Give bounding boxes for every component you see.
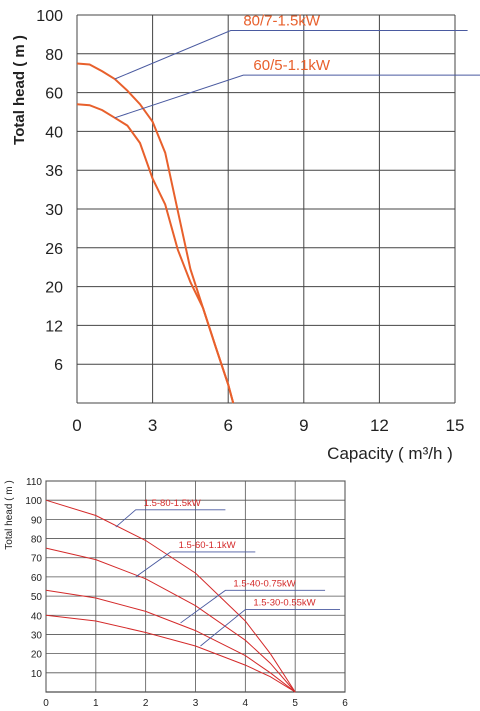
top-y-tick-label: 80: [45, 47, 63, 64]
bottom-chart: 110 100 90 80 70 60 50 40 30 20 10 0 1 2 3 4 5 6 1.5-80-…: [4, 477, 348, 709]
bottom-y-tick-label: 30: [31, 630, 43, 641]
top-callout-leader: [114, 74, 480, 119]
bottom-x-tick-label: 6: [342, 698, 348, 709]
top-series-line: [76, 103, 235, 404]
bottom-y-tick-label: 70: [31, 554, 43, 565]
top-x-tick-label: 6: [223, 416, 232, 435]
top-x-axis-label: Capacity ( m³/h ): [327, 444, 453, 463]
bottom-y-tick-label: 60: [31, 573, 43, 584]
bottom-callout-leader: [200, 609, 341, 647]
top-chart-x-ticks: 0 3 6 9 12 15: [72, 416, 464, 435]
bottom-chart-series: [45, 499, 296, 693]
bottom-y-axis-label: Total head ( m ): [4, 480, 15, 549]
top-chart-callouts: 80/7-1.5kW 60/5-1.1kW: [114, 13, 480, 119]
bottom-series-label: 1.5-40-0.75kW: [233, 578, 295, 589]
bottom-chart-grid: [45, 480, 346, 693]
top-y-tick-label: 30: [45, 202, 63, 219]
top-y-axis-label: Total head ( m ): [11, 35, 28, 145]
top-y-tick-label: 60: [45, 86, 63, 103]
top-chart-series: [76, 62, 235, 404]
bottom-chart-y-ticks: 110 100 90 80 70 60 50 40 30 20 10: [25, 477, 42, 680]
top-chart-grid: [76, 14, 456, 404]
bottom-series-label: 1.5-60-1.1kW: [179, 540, 236, 551]
bottom-x-tick-label: 4: [243, 698, 249, 709]
bottom-y-tick-label: 50: [31, 592, 43, 603]
bottom-series-label: 1.5-30-0.55kW: [253, 598, 315, 609]
bottom-y-tick-label: 20: [31, 650, 43, 661]
bottom-y-tick-label: 110: [26, 477, 42, 488]
top-series-line: [76, 62, 235, 404]
bottom-callout-leader: [115, 509, 226, 528]
top-callout-leader: [114, 30, 468, 80]
top-y-tick-label: 100: [36, 8, 63, 25]
bottom-series-line: [45, 614, 296, 693]
top-y-tick-label: 40: [45, 124, 63, 141]
top-x-tick-label: 15: [446, 416, 465, 435]
bottom-y-tick-label: 80: [31, 535, 43, 546]
top-y-tick-label: 6: [54, 357, 63, 374]
top-series-label: 80/7-1.5kW: [243, 13, 321, 30]
bottom-y-tick-label: 100: [25, 496, 42, 507]
bottom-x-tick-label: 1: [93, 698, 99, 709]
bottom-y-tick-label: 90: [31, 515, 43, 526]
top-y-tick-label: 36: [45, 163, 63, 180]
top-y-tick-label: 20: [45, 280, 63, 297]
bottom-callout-leader: [135, 551, 256, 578]
top-x-tick-label: 12: [370, 416, 389, 435]
top-chart-y-ticks: 100 80 60 40 36 30 26 20 12 6: [36, 8, 63, 374]
bottom-x-tick-label: 5: [292, 698, 298, 709]
top-series-label: 60/5-1.1kW: [253, 57, 331, 74]
bottom-chart-x-ticks: 0 1 2 3 4 5 6: [43, 698, 348, 709]
top-y-tick-label: 12: [45, 318, 63, 335]
bottom-callout-leader: [180, 589, 326, 624]
bottom-series-line: [45, 589, 296, 693]
bottom-series-line: [45, 547, 296, 693]
top-x-tick-label: 9: [299, 416, 308, 435]
bottom-x-tick-label: 2: [143, 698, 149, 709]
top-x-tick-label: 0: [72, 416, 81, 435]
bottom-series-line: [45, 499, 296, 693]
bottom-chart-callouts: 1.5-80-1.5kW 1.5-60-1.1kW 1.5-40-0.75kW 1.5…: [115, 498, 341, 647]
bottom-y-tick-label: 40: [31, 611, 43, 622]
top-x-tick-label: 3: [148, 416, 157, 435]
bottom-y-tick-label: 10: [31, 669, 43, 680]
bottom-x-tick-label: 0: [43, 698, 49, 709]
bottom-x-tick-label: 3: [193, 698, 199, 709]
bottom-series-label: 1.5-80-1.5kW: [144, 498, 201, 509]
top-y-tick-label: 26: [45, 241, 63, 258]
